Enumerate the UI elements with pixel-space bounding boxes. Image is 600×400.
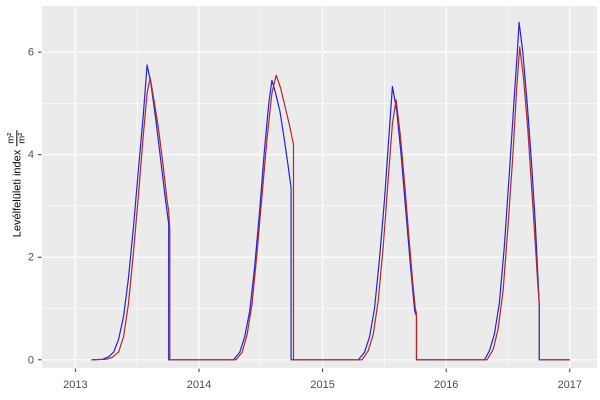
x-tick-label: 2014 [187, 379, 211, 391]
axis-tick-marks [38, 51, 571, 372]
y-tick-label: 4 [28, 149, 34, 161]
x-axis-tick-labels: 2013 2014 2015 2016 2017 [63, 379, 582, 391]
y-tick-label: 6 [28, 47, 34, 59]
y-tick-label: 2 [28, 252, 34, 264]
panel-background [42, 6, 597, 368]
minor-gridlines [42, 6, 597, 368]
x-tick-label: 2015 [310, 379, 334, 391]
x-tick-label: 2013 [63, 379, 87, 391]
x-tick-label: 2016 [434, 379, 458, 391]
x-tick-label: 2017 [558, 379, 582, 391]
red-line [91, 46, 570, 361]
y-axis-tick-labels: 0 2 4 6 [28, 47, 34, 367]
series-lines [91, 21, 570, 361]
plot-panel [42, 6, 597, 368]
y-tick-label: 0 [28, 354, 34, 366]
